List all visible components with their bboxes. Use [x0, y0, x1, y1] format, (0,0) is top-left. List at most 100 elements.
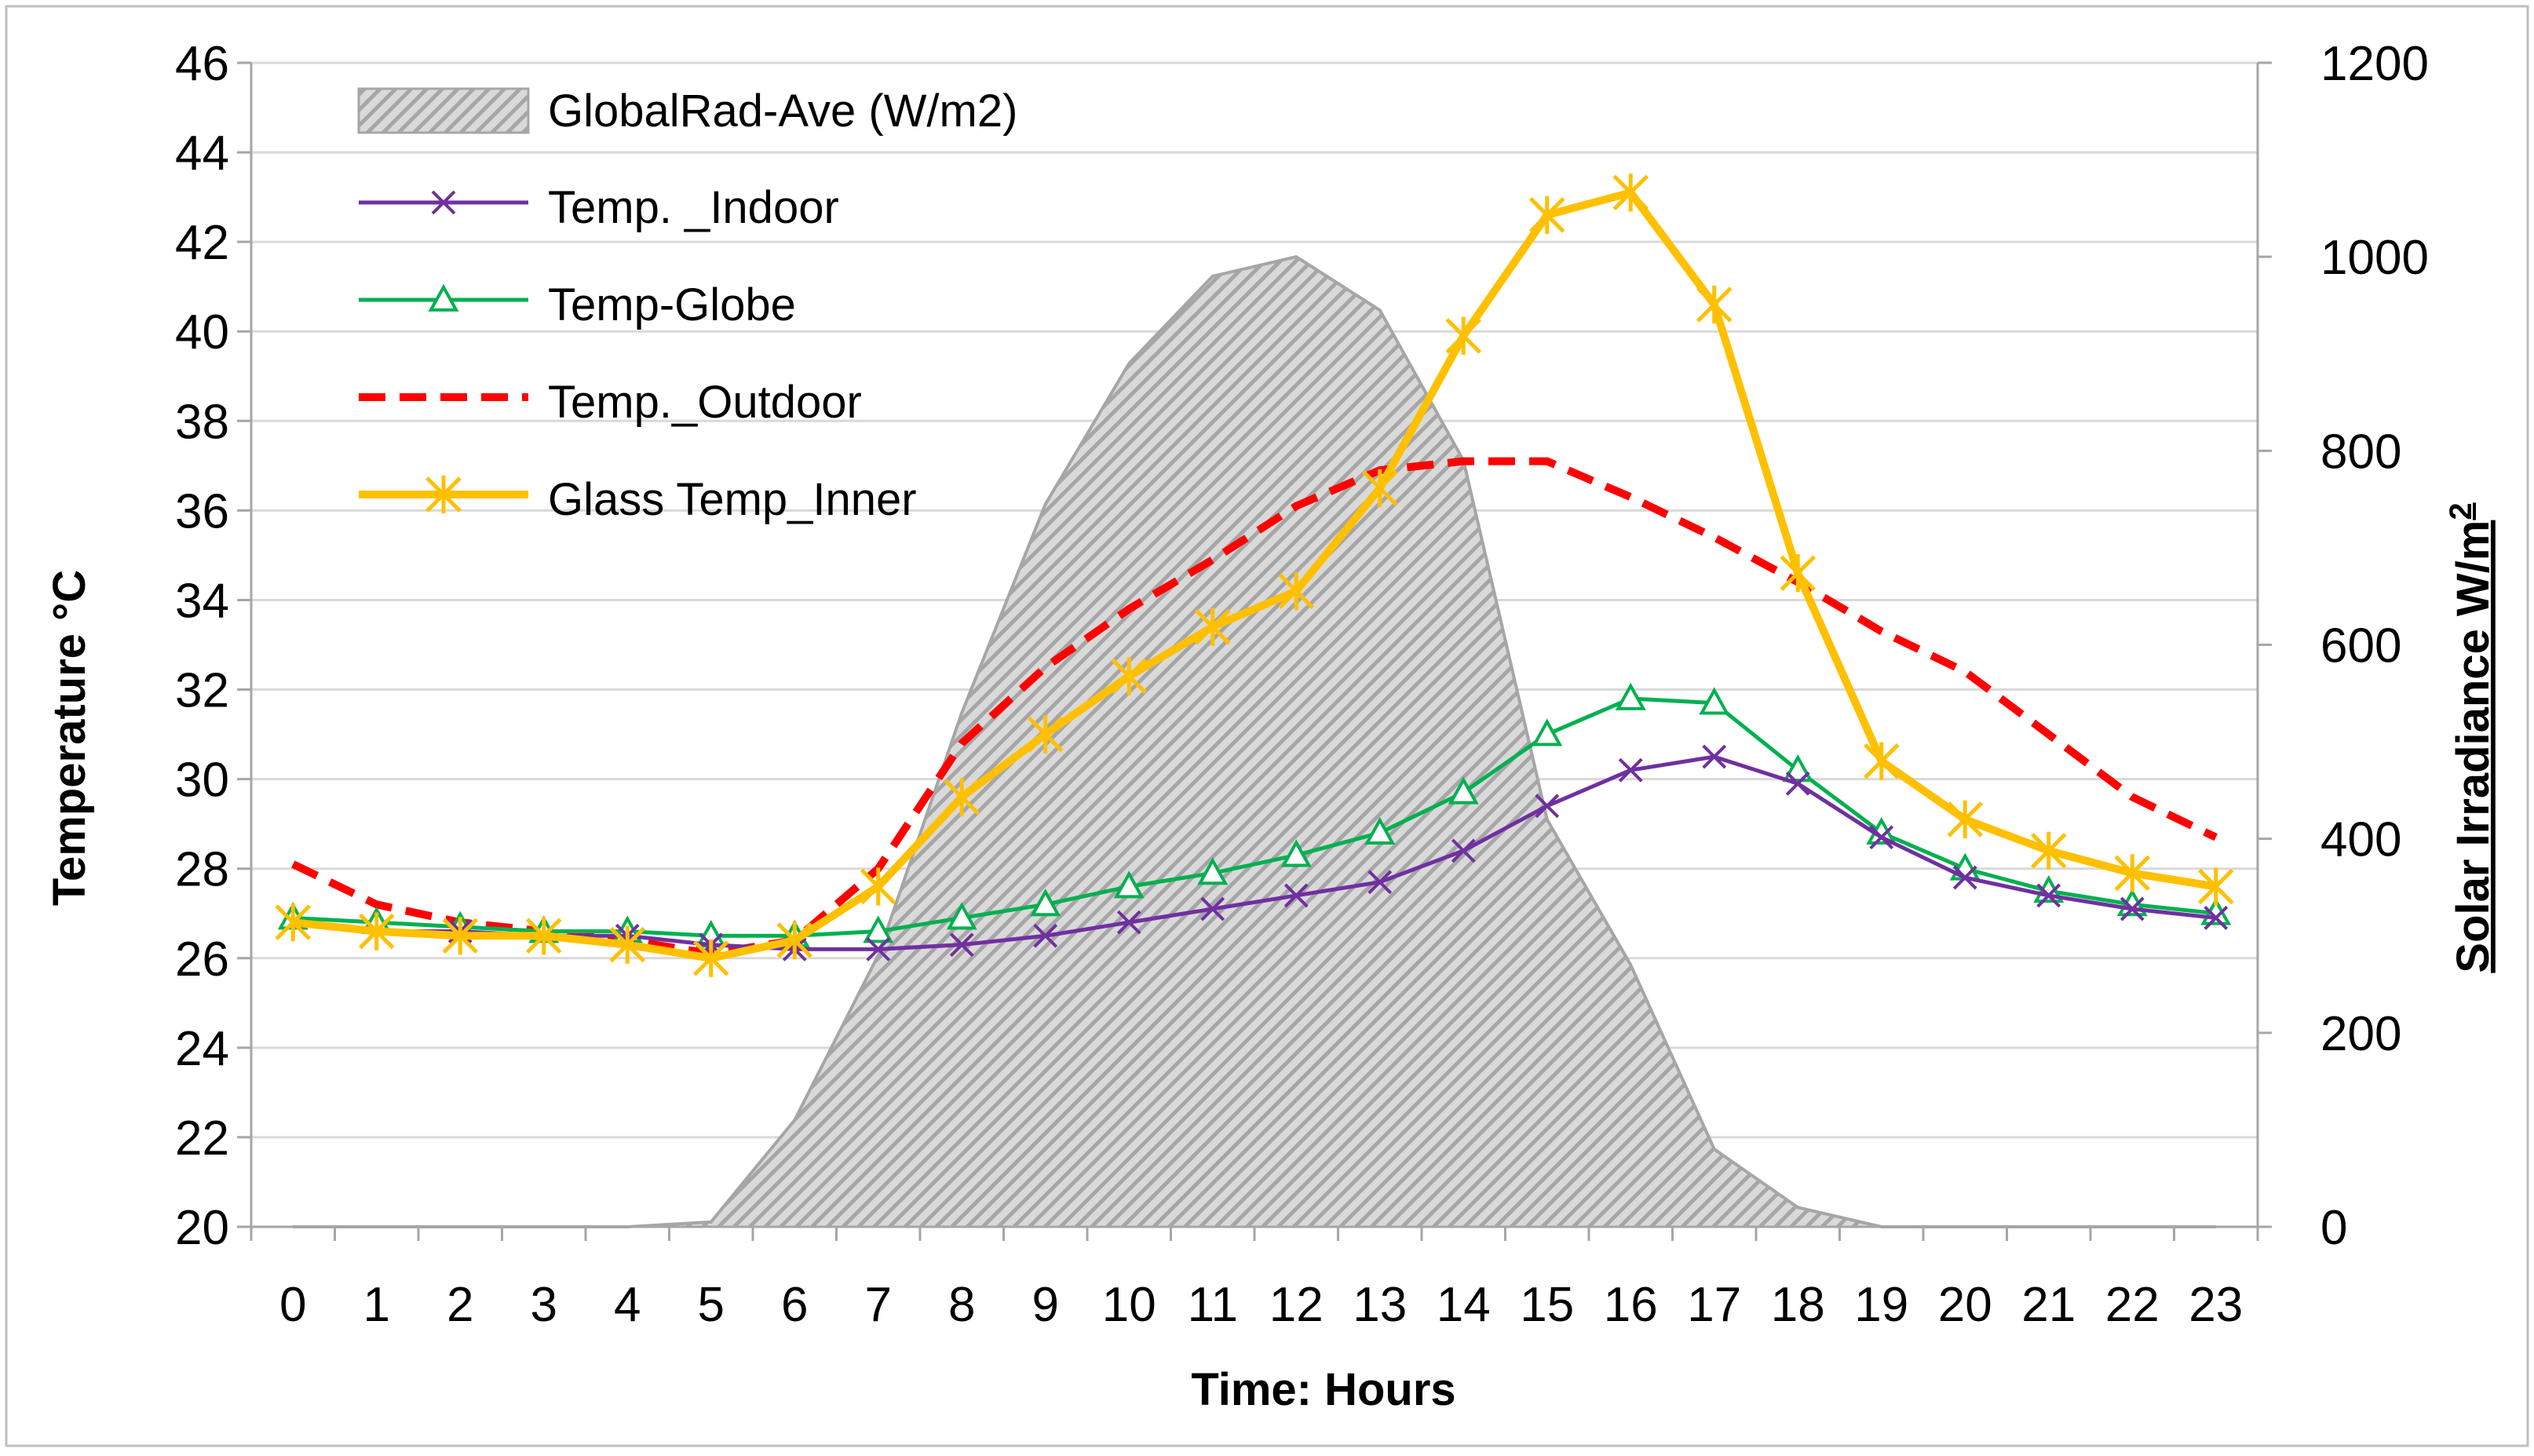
data-point [1448, 776, 1479, 805]
data-point [2197, 867, 2234, 906]
series-line [292, 754, 2217, 951]
data-point [2036, 883, 2061, 908]
data-point [1782, 754, 1813, 783]
marker-stroke [1283, 883, 1309, 908]
legend: GlobalRad-Ave (W/m2) Temp. _Indoor Temp-… [357, 86, 1017, 525]
legend-swatch-global-rad [357, 87, 530, 134]
y-tick-label: 42 [175, 216, 229, 270]
data-point [863, 915, 894, 943]
legend-marker [425, 475, 462, 514]
legend-marker [428, 283, 459, 312]
data-point [1699, 687, 1730, 715]
data-point [1278, 571, 1315, 611]
marker-stroke [1367, 870, 1393, 895]
x-tick-label: 13 [1353, 1278, 1407, 1332]
series-line [291, 457, 2218, 958]
y-tick-label: 20 [175, 1201, 229, 1255]
data-point [1033, 923, 1058, 948]
data-point [866, 936, 891, 962]
data-point [1027, 715, 1064, 754]
marker-stroke [1451, 838, 1476, 863]
legend-item-globe: Temp-Globe [359, 279, 796, 330]
marker-stroke [2036, 883, 2061, 908]
data-point [946, 902, 977, 930]
marker-stroke [1702, 744, 1727, 769]
x-tick-label: 8 [948, 1278, 975, 1332]
data-point [1532, 718, 1563, 746]
x-tick-label: 21 [2021, 1278, 2076, 1332]
legend-item-indoor: Temp. _Indoor [359, 182, 839, 233]
series-layer [275, 173, 2234, 977]
x-tick-label: 4 [614, 1278, 641, 1332]
legend-swatch-glass [359, 475, 528, 514]
legend-item-glass: Glass Temp_Inner [359, 474, 917, 525]
data-point [275, 903, 312, 942]
data-point [1780, 554, 1817, 593]
x-tick-label: 16 [1604, 1278, 1658, 1332]
x-tick-label: 14 [1437, 1278, 1491, 1332]
data-point [525, 917, 562, 955]
data-point [692, 939, 729, 977]
y2-tick-label: 1000 [2320, 231, 2429, 285]
y2-tick-label: 200 [2320, 1007, 2401, 1061]
marker-stroke [2204, 906, 2229, 930]
y2-tick-label: 0 [2320, 1201, 2347, 1255]
legend-label-glass: Glass Temp_Inner [548, 474, 917, 525]
area-global-rad [293, 257, 2216, 1228]
marker-stroke [1785, 771, 1810, 796]
y-tick-label: 22 [175, 1111, 229, 1166]
data-point [1113, 870, 1145, 899]
data-point [1030, 889, 1061, 917]
data-point [1535, 794, 1560, 819]
data-point [860, 867, 896, 906]
data-point [944, 778, 980, 816]
x-tick-label: 12 [1269, 1278, 1324, 1332]
data-point [1612, 173, 1649, 212]
data-point [1200, 896, 1225, 921]
y-tick-label: 44 [175, 126, 229, 181]
series-3 [275, 173, 2234, 977]
y-tick-label: 46 [175, 37, 229, 91]
legend-swatch-globe [359, 283, 528, 312]
y-tick-label: 36 [175, 484, 229, 538]
data-point [442, 917, 479, 955]
data-point [1194, 608, 1231, 646]
marker-stroke [2120, 896, 2145, 921]
marker-stroke [431, 190, 456, 215]
data-point [1197, 857, 1229, 885]
data-point [1696, 285, 1733, 324]
y-tick-label: 40 [175, 305, 229, 359]
marker-stroke [1952, 865, 1977, 890]
data-point [2030, 831, 2067, 870]
x-axis-title: Time: Hours [1191, 1364, 1455, 1415]
y-axis-title: Temperature °C [44, 570, 95, 906]
data-point [1869, 825, 1894, 850]
legend-swatch-indoor [359, 190, 528, 215]
axes-layer: 2022242628303234363840424446020040060080… [175, 37, 2429, 1332]
data-point [2114, 854, 2151, 892]
x-tick-label: 9 [1032, 1278, 1059, 1332]
data-point [1863, 742, 1900, 780]
y-tick-label: 30 [175, 754, 229, 808]
x-tick-label: 22 [2105, 1278, 2160, 1332]
y2-tick-label: 1200 [2320, 37, 2429, 91]
x-tick-label: 6 [781, 1278, 808, 1332]
marker-stroke [949, 932, 974, 958]
x-tick-label: 11 [1188, 1278, 1238, 1332]
x-tick-label: 1 [363, 1278, 390, 1332]
data-point [1528, 195, 1565, 235]
x-tick-label: 20 [1938, 1278, 1992, 1332]
x-tick-label: 0 [279, 1278, 306, 1332]
marker-stroke [1116, 910, 1141, 935]
legend-label-indoor: Temp. _Indoor [548, 182, 839, 233]
data-point [1618, 757, 1643, 783]
x-tick-label: 15 [1520, 1278, 1574, 1332]
marker-stroke [1033, 923, 1058, 948]
data-point [1615, 682, 1646, 710]
y2-tick-label: 600 [2320, 619, 2401, 673]
x-tick-label: 3 [531, 1278, 557, 1332]
legend-item-outdoor: Temp._Outdoor [359, 377, 862, 428]
data-point [1364, 816, 1396, 845]
